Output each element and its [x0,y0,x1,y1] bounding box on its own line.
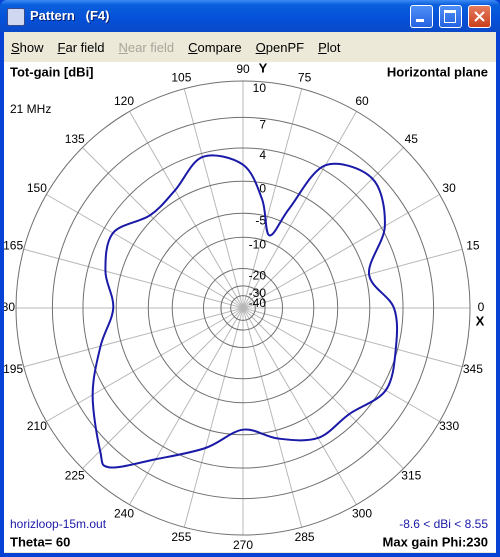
angle-tick-label: 30 [442,181,456,195]
file-name: horizloop-15m.out [10,517,107,531]
gain-range: -8.6 < dBi < 8.55 [399,517,488,531]
angle-tick-label: 315 [401,468,421,482]
grid-spoke [23,307,244,368]
close-button[interactable] [468,5,491,28]
grid-spoke [242,307,303,528]
grid-spoke [23,248,244,309]
angle-tick-label: 240 [114,506,134,520]
max-gain: Max gain Phi:230 [383,534,488,549]
menu-item: Near field [118,40,175,55]
angle-tick-label: 120 [114,94,134,108]
r-label: Tot-gain [dBi] [10,64,94,79]
angle-tick-label: 150 [27,181,47,195]
r-tick-label: -5 [255,213,266,227]
pattern-line [91,154,399,469]
angle-tick-label: 330 [439,419,459,433]
angle-tick-label: 180 [4,300,15,314]
angle-tick-label: 75 [298,70,312,84]
r-tick-label: 7 [259,118,266,132]
grid-ring [82,147,404,469]
grid-spoke [242,248,463,309]
angle-tick-label: 135 [65,132,85,146]
angle-tick-label: 270 [233,538,253,552]
angle-tick-label: 90 [236,62,250,76]
r-tick-label: 4 [259,148,266,162]
grid-spoke [242,111,357,309]
angle-tick-label: 15 [466,239,480,253]
angle-tick-label: 255 [171,530,191,544]
grid-spoke [242,307,440,422]
r-tick-label: 10 [253,81,267,95]
grid-spoke [129,307,244,505]
chart-title: Horizontal plane [387,64,488,79]
grid-spoke [242,147,404,309]
app-icon [7,8,25,26]
r-tick-label: -10 [249,237,267,251]
angle-tick-label: 45 [405,132,419,146]
grid-ring [230,295,256,321]
close-glyph [474,11,485,22]
y-axis-label: Y [259,62,268,75]
menu-item[interactable]: Plot [318,40,341,55]
grid-spoke [242,307,404,469]
grid-spoke [129,111,244,309]
angle-tick-label: 285 [295,530,315,544]
menu-item[interactable]: Show [11,40,44,55]
maximize-button[interactable] [439,5,462,28]
angle-tick-label: 345 [463,362,483,376]
angle-tick-label: 195 [4,362,23,376]
r-tick-label: -20 [249,269,267,283]
menu-item[interactable]: OpenPF [255,40,305,55]
grid-spoke [82,147,244,309]
grid-spoke [183,307,244,528]
grid-ring [15,80,471,536]
grid-spoke [46,194,244,309]
x-axis-label: X [476,313,485,328]
grid-spoke [242,88,303,309]
r-tick-label: -40 [249,296,267,310]
grid-ring [51,116,435,500]
r-tick-label: 0 [259,181,266,195]
grid-spoke [82,307,244,469]
grid-spoke [242,307,463,368]
angle-tick-label: 0 [478,300,485,314]
grid-ring [115,180,371,436]
grid-spoke [46,307,244,422]
title-bar: Pattern (F4) [0,0,500,32]
menu-item[interactable]: Compare [188,40,242,55]
window-title: Pattern (F4) [30,8,110,23]
angle-tick-label: 225 [65,468,85,482]
grid-ring [171,236,315,380]
angle-tick-label: 165 [4,239,23,253]
minimize-button[interactable] [410,5,433,28]
angle-tick-label: 60 [355,94,369,108]
angle-tick-label: 210 [27,419,47,433]
grid-spoke [242,194,440,309]
polar-chart: 0 15 30 45 60 75 90 105 120 135 150 165 180 195 210 225… [4,62,496,552]
r-tick-label: -30 [249,286,267,300]
grid-ring [220,285,266,331]
grid-spoke [183,88,244,309]
grid-spoke [242,307,357,505]
frequency: 21 MHz [10,102,51,116]
angle-tick-label: 300 [352,506,372,520]
menu-item[interactable]: Far field [57,40,105,55]
theta: Theta= 60 [10,534,70,549]
menu-bar: Show Far field Near field Compare OpenPF Plot [4,36,347,58]
angle-tick-label: 105 [171,70,191,84]
grid-ring [202,267,284,349]
grid-ring [147,212,339,404]
